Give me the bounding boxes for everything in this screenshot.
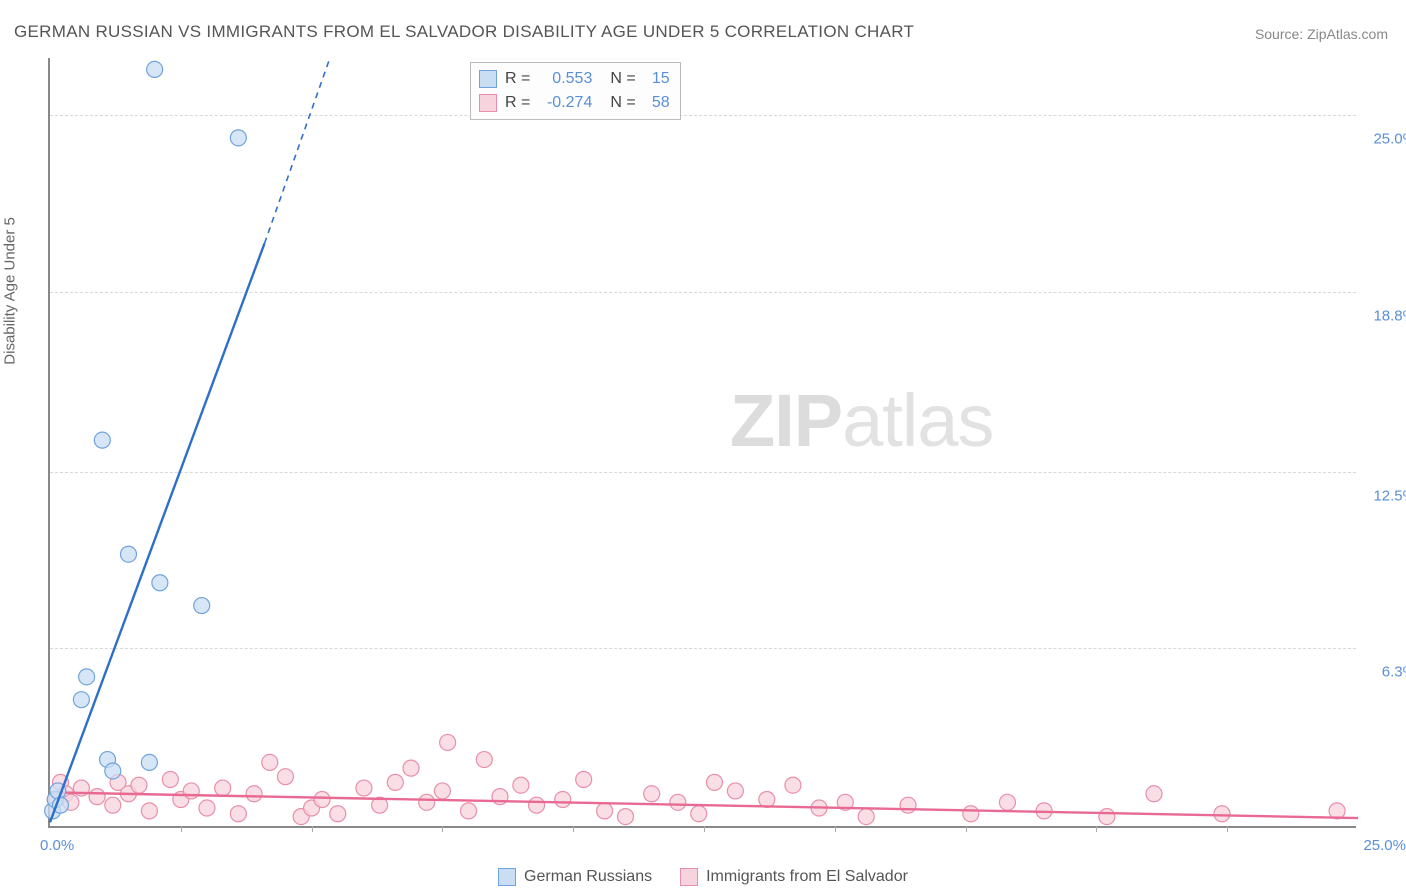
point-b — [434, 783, 450, 799]
stats-row-b: R = -0.274 N = 58 — [479, 91, 670, 115]
point-b — [262, 754, 278, 770]
point-b — [597, 803, 613, 819]
point-a — [79, 669, 95, 685]
point-b — [858, 809, 874, 825]
bottom-legend: German Russians Immigrants from El Salva… — [0, 868, 1406, 886]
x-minor-tick — [966, 826, 967, 832]
stats-n-label-a: N = — [610, 70, 635, 88]
stats-r-value-a: 0.553 — [538, 70, 592, 88]
x-minor-tick — [442, 826, 443, 832]
point-b — [963, 806, 979, 822]
point-a — [194, 598, 210, 614]
point-b — [183, 783, 199, 799]
stats-n-value-b: 58 — [644, 94, 670, 112]
point-b — [461, 803, 477, 819]
point-b — [105, 797, 121, 813]
point-b — [476, 752, 492, 768]
point-b — [440, 734, 456, 750]
point-b — [513, 777, 529, 793]
stats-r-label-a: R = — [505, 70, 530, 88]
point-b — [314, 791, 330, 807]
point-b — [277, 769, 293, 785]
point-b — [330, 806, 346, 822]
y-tick-label: 12.5% — [1364, 487, 1406, 504]
point-a — [141, 754, 157, 770]
point-b — [618, 809, 634, 825]
point-b — [1146, 786, 1162, 802]
point-b — [89, 789, 105, 805]
point-b — [555, 791, 571, 807]
point-b — [1099, 809, 1115, 825]
x-minor-tick — [835, 826, 836, 832]
point-b — [706, 774, 722, 790]
point-b — [131, 777, 147, 793]
point-b — [644, 786, 660, 802]
chart-source: Source: ZipAtlas.com — [1255, 26, 1388, 42]
point-b — [246, 786, 262, 802]
legend-label-b: Immigrants from El Salvador — [706, 868, 908, 886]
regression-dash-a — [265, 58, 330, 243]
point-a — [152, 575, 168, 591]
point-b — [215, 780, 231, 796]
point-a — [120, 546, 136, 562]
x-minor-tick — [312, 826, 313, 832]
point-b — [403, 760, 419, 776]
point-b — [900, 797, 916, 813]
point-b — [199, 800, 215, 816]
legend-swatch-a — [498, 868, 516, 886]
x-tick-max: 25.0% — [1363, 837, 1406, 854]
point-b — [691, 806, 707, 822]
point-b — [727, 783, 743, 799]
x-minor-tick — [181, 826, 182, 832]
stats-r-value-b: -0.274 — [538, 94, 592, 112]
stats-r-label-b: R = — [505, 94, 530, 112]
y-axis-label: Disability Age Under 5 — [2, 217, 19, 365]
point-b — [785, 777, 801, 793]
chart-title: GERMAN RUSSIAN VS IMMIGRANTS FROM EL SAL… — [14, 22, 914, 42]
chart-plot-area: ZIPatlas 6.3%12.5%18.8%25.0% 0.0% 25.0% … — [48, 58, 1356, 828]
x-minor-tick — [1227, 826, 1228, 832]
chart-svg — [50, 58, 1356, 826]
legend-swatch-b — [680, 868, 698, 886]
point-b — [529, 797, 545, 813]
point-a — [105, 763, 121, 779]
y-tick-label: 6.3% — [1364, 664, 1406, 681]
point-b — [999, 794, 1015, 810]
x-minor-tick — [573, 826, 574, 832]
point-b — [1214, 806, 1230, 822]
regression-line-a — [50, 243, 265, 822]
legend-label-a: German Russians — [524, 868, 652, 886]
y-tick-label: 25.0% — [1364, 131, 1406, 148]
stats-n-label-b: N = — [610, 94, 635, 112]
point-a — [94, 432, 110, 448]
x-tick-min: 0.0% — [40, 837, 74, 854]
legend-item-b: Immigrants from El Salvador — [680, 868, 908, 886]
point-a — [147, 61, 163, 77]
point-b — [141, 803, 157, 819]
point-b — [576, 772, 592, 788]
point-a — [73, 692, 89, 708]
swatch-a — [479, 70, 497, 88]
swatch-b — [479, 94, 497, 112]
x-minor-tick — [1096, 826, 1097, 832]
stats-row-a: R = 0.553 N = 15 — [479, 67, 670, 91]
legend-item-a: German Russians — [498, 868, 652, 886]
stats-legend-box: R = 0.553 N = 15 R = -0.274 N = 58 — [470, 62, 681, 120]
point-b — [419, 794, 435, 810]
stats-n-value-a: 15 — [644, 70, 670, 88]
point-b — [356, 780, 372, 796]
point-b — [670, 794, 686, 810]
x-minor-tick — [704, 826, 705, 832]
point-b — [230, 806, 246, 822]
point-b — [162, 772, 178, 788]
point-a — [230, 130, 246, 146]
point-b — [759, 791, 775, 807]
point-b — [387, 774, 403, 790]
y-tick-label: 18.8% — [1364, 307, 1406, 324]
